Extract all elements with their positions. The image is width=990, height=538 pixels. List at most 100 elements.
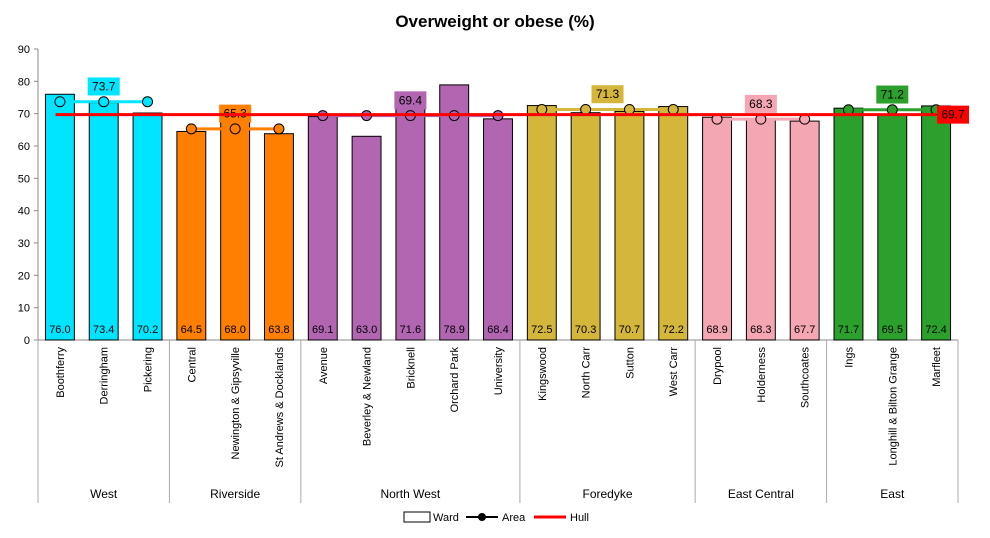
bar-value-label: 71.6 bbox=[400, 324, 421, 336]
bar-value-label: 69.1 bbox=[312, 324, 333, 336]
bar-university bbox=[483, 118, 513, 341]
bar-beverley-newland bbox=[351, 135, 382, 341]
legend-ward-swatch bbox=[403, 511, 431, 523]
bar-central bbox=[176, 130, 207, 341]
ward-tick-label: Boothferry bbox=[55, 347, 67, 398]
bar-value-label: 70.7 bbox=[619, 324, 640, 336]
bar-value-label: 68.0 bbox=[224, 324, 245, 336]
bar-drypool bbox=[702, 116, 733, 341]
bar-value-label: 73.4 bbox=[93, 324, 114, 336]
bar-value-label: 76.0 bbox=[49, 324, 70, 336]
ward-tick-label: Newington & Gipsyville bbox=[230, 347, 242, 460]
area-marker bbox=[185, 123, 197, 135]
legend-ward-label: Ward bbox=[433, 512, 459, 524]
ward-tick-label: Avenue bbox=[318, 347, 330, 384]
group-label: West bbox=[90, 487, 118, 501]
bar-value-label: 69.5 bbox=[882, 324, 903, 336]
y-tick-label: 40 bbox=[18, 206, 30, 218]
area-marker bbox=[229, 123, 241, 135]
y-tick-label: 10 bbox=[18, 303, 30, 315]
bar-southcoates bbox=[789, 120, 820, 341]
ward-tick-label: Derringham bbox=[99, 347, 111, 404]
ward-tick-label: Ings bbox=[843, 347, 855, 368]
bar-orchard-park bbox=[439, 84, 470, 341]
area-value-box bbox=[876, 85, 909, 104]
legend-hull-label: Hull bbox=[570, 512, 589, 524]
ward-tick-label: St Andrews & Docklands bbox=[274, 347, 286, 468]
bar-value-label: 63.8 bbox=[268, 324, 289, 336]
hull-value-box bbox=[937, 105, 969, 124]
bar-holderness bbox=[745, 118, 776, 341]
bar-value-label: 63.0 bbox=[356, 324, 377, 336]
bar-value-label: 68.4 bbox=[487, 324, 508, 336]
area-marker bbox=[536, 103, 548, 115]
bar-newington-gipsyville bbox=[220, 119, 251, 341]
area-marker bbox=[667, 103, 679, 115]
hull-value-label: 69.7 bbox=[941, 108, 965, 122]
bar-value-label: 67.7 bbox=[794, 324, 815, 336]
ward-tick-label: Holderness bbox=[756, 347, 768, 403]
area-value-label: 71.3 bbox=[596, 87, 620, 101]
ward-tick-label: Bricknell bbox=[405, 347, 417, 389]
area-value-box bbox=[394, 91, 427, 110]
bar-marfleet bbox=[921, 105, 952, 341]
legend-area-label: Area bbox=[502, 512, 526, 524]
bar-derringham bbox=[88, 102, 119, 341]
group-label: Riverside bbox=[210, 487, 260, 501]
group-label: Foredyke bbox=[583, 487, 633, 501]
ward-tick-label: West Carr bbox=[668, 347, 680, 397]
chart-title: Overweight or obese (%) bbox=[395, 12, 594, 31]
y-tick-label: 90 bbox=[18, 44, 30, 56]
y-tick-label: 70 bbox=[18, 109, 30, 121]
bar-value-label: 68.3 bbox=[750, 324, 771, 336]
bar-avenue bbox=[307, 116, 338, 341]
bar-value-label: 72.2 bbox=[663, 324, 684, 336]
ward-tick-label: University bbox=[493, 347, 505, 396]
area-marker bbox=[142, 96, 154, 108]
area-marker bbox=[580, 103, 592, 115]
ward-tick-label: Sutton bbox=[624, 347, 636, 379]
area-value-box bbox=[744, 94, 777, 113]
bar-value-label: 71.7 bbox=[838, 324, 859, 336]
bar-value-label: 70.3 bbox=[575, 324, 596, 336]
y-tick-label: 20 bbox=[18, 270, 30, 282]
area-value-box bbox=[87, 77, 120, 96]
bar-north-carr bbox=[570, 112, 601, 341]
legend-area-marker bbox=[478, 513, 486, 521]
y-tick-label: 60 bbox=[18, 141, 30, 153]
group-label: East bbox=[880, 487, 905, 501]
bar-boothferry bbox=[44, 93, 75, 341]
area-value-label: 73.7 bbox=[92, 79, 116, 93]
area-value-label: 69.4 bbox=[399, 93, 423, 107]
group-label: East Central bbox=[728, 487, 794, 501]
bar-value-label: 64.5 bbox=[181, 324, 202, 336]
ward-tick-label: Marfleet bbox=[931, 347, 943, 387]
ward-tick-label: Kingswood bbox=[537, 347, 549, 401]
ward-tick-label: Beverley & Newland bbox=[362, 347, 374, 446]
bar-st-andrews-docklands bbox=[263, 133, 294, 341]
ward-tick-label: Southcoates bbox=[800, 347, 812, 409]
ward-tick-label: Pickering bbox=[143, 347, 155, 392]
bar-kingswood bbox=[526, 105, 557, 341]
area-marker bbox=[623, 103, 635, 115]
bar-west-carr bbox=[658, 106, 689, 341]
bar-ings bbox=[833, 107, 864, 341]
bar-sutton bbox=[614, 110, 645, 341]
bar-pickering bbox=[132, 112, 163, 341]
bar-value-label: 72.4 bbox=[925, 324, 946, 336]
area-value-label: 68.3 bbox=[749, 97, 773, 111]
ward-tick-label: North Carr bbox=[581, 347, 593, 399]
bar-value-label: 70.2 bbox=[137, 324, 158, 336]
y-tick-label: 30 bbox=[18, 238, 30, 250]
bar-value-label: 78.9 bbox=[443, 324, 464, 336]
ward-tick-label: Orchard Park bbox=[449, 347, 461, 413]
area-marker bbox=[273, 123, 285, 135]
bar-longhill-bilton-grange bbox=[877, 114, 908, 341]
ward-tick-label: Central bbox=[186, 347, 198, 382]
y-tick-label: 50 bbox=[18, 173, 30, 185]
group-label: North West bbox=[380, 487, 440, 501]
area-value-box bbox=[591, 85, 624, 104]
bar-value-label: 72.5 bbox=[531, 324, 552, 336]
